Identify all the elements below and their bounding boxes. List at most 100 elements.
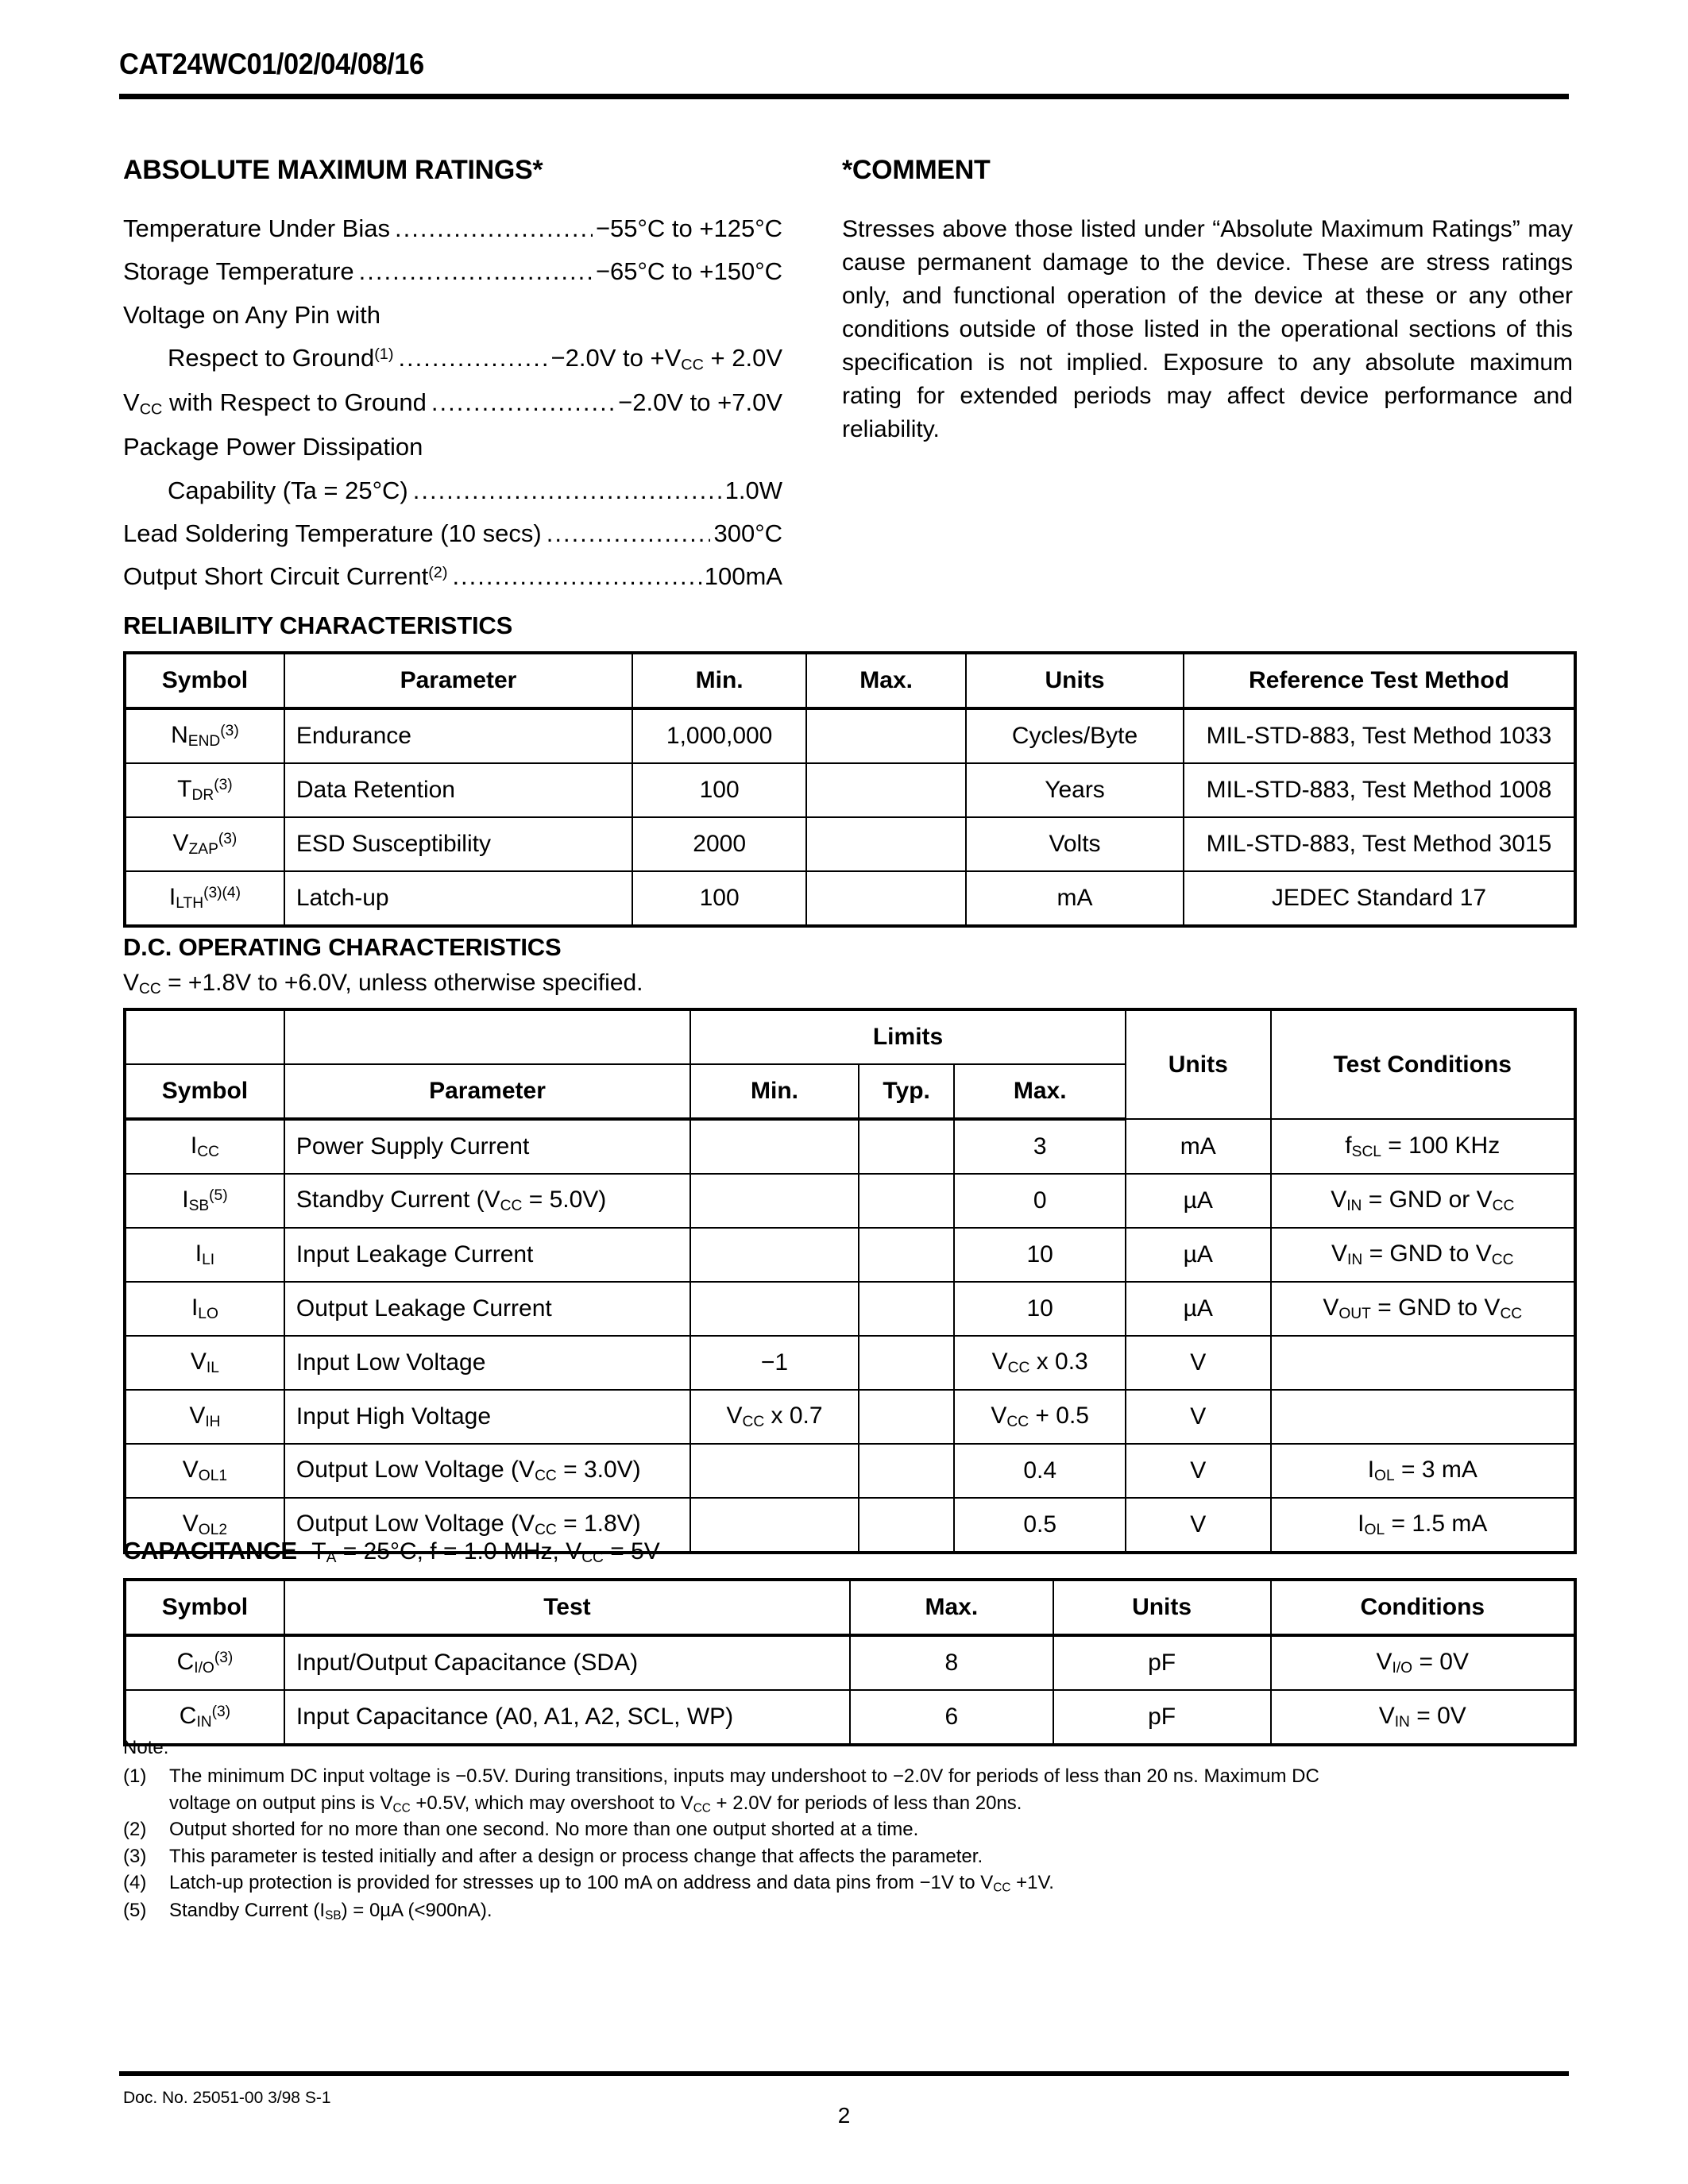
table-row: VZAP(3) ESD Susceptibility 2000 Volts MIL-ST… bbox=[124, 816, 1577, 872]
cell-max: 3 bbox=[953, 1118, 1126, 1175]
reliability-heading: RELIABILITY CHARACTERISTICS bbox=[123, 612, 513, 639]
rating-value: 1.0W bbox=[724, 476, 782, 504]
column-header-min: Min. bbox=[689, 1063, 859, 1121]
cell-max bbox=[805, 708, 968, 764]
cell-symbol: ILI bbox=[124, 1227, 285, 1283]
rating-row: Output Short Circuit Current(2).........… bbox=[123, 561, 782, 592]
cell-symbol: ICC bbox=[124, 1118, 285, 1175]
cell-conditions: VI/O = 0V bbox=[1269, 1634, 1577, 1692]
cell-symbol: CI/O(3) bbox=[124, 1634, 285, 1692]
cell-units: V bbox=[1124, 1497, 1272, 1554]
note-text-continued: voltage on output pins is VCC +0.5V, whi… bbox=[169, 1792, 1022, 1815]
note-text: Standby Current (ISB) = 0µA (<900nA). bbox=[169, 1900, 492, 1923]
rating-value: 100mA bbox=[704, 562, 782, 591]
note-text: This parameter is tested initially and a… bbox=[169, 1845, 983, 1867]
header-rule bbox=[119, 94, 1569, 99]
rating-value: −55°C to +125°C bbox=[595, 214, 782, 242]
cell-typ bbox=[857, 1281, 956, 1337]
cell-min bbox=[689, 1118, 859, 1175]
cell-typ bbox=[857, 1389, 956, 1445]
capacitance-conditions: TA = 25°C, f = 1.0 MHz, VCC = 5V bbox=[311, 1538, 660, 1567]
table-row: CIN(3) Input Capacitance (A0, A1, A2, SCL… bbox=[124, 1689, 1577, 1746]
page-header-part-numbers: CAT24WC01/02/04/08/16 bbox=[119, 48, 424, 80]
table-row: CI/O(3) Input/Output Capacitance (SDA) 8 pF… bbox=[124, 1634, 1577, 1692]
table-row: VOL1 Output Low Voltage (VCC = 3.0V) 0.4 V I… bbox=[124, 1443, 1577, 1499]
rating-dot-leader: ........................................… bbox=[546, 519, 711, 547]
rating-dot-leader: ........................................… bbox=[358, 257, 593, 286]
rating-label: Lead Soldering Temperature (10 secs) bbox=[123, 519, 542, 547]
column-header: Symbol bbox=[124, 652, 285, 710]
cell-parameter: Endurance bbox=[283, 708, 634, 764]
capacitance-table: Symbol Test Max. Units Conditions CI/O(3) Inpu… bbox=[123, 1578, 1577, 1747]
note-item: (4) Latch-up protection is provided for s… bbox=[123, 1870, 1577, 1897]
column-header: Max. bbox=[805, 652, 968, 710]
cell-min: 1,000,000 bbox=[632, 708, 808, 764]
rating-dot-leader: ........................................… bbox=[395, 214, 593, 242]
table-row: ISB(5) Standby Current (VCC = 5.0V) 0 µA VIN… bbox=[124, 1173, 1577, 1229]
rating-row: Respect to Ground(1)....................… bbox=[123, 342, 782, 376]
column-header-test-conditions: Test Conditions bbox=[1269, 1009, 1577, 1121]
rating-dot-leader: ........................................… bbox=[452, 562, 701, 591]
absolute-maximum-ratings-section: ABSOLUTE MAXIMUM RATINGS* Temperature Un… bbox=[123, 155, 782, 604]
cell-max: VCC x 0.3 bbox=[953, 1335, 1126, 1391]
cell-max: 10 bbox=[953, 1281, 1126, 1337]
cell-test-conditions: IOL = 3 mA bbox=[1269, 1443, 1577, 1499]
rating-label: Output Short Circuit Current(2) bbox=[123, 562, 448, 591]
cell-symbol: VIH bbox=[124, 1389, 285, 1445]
comment-heading: *COMMENT bbox=[842, 155, 991, 185]
rating-dot-leader: ........................................… bbox=[431, 388, 616, 417]
cell-typ bbox=[857, 1443, 956, 1499]
notes-list: (1) The minimum DC input voltage is −0.5V… bbox=[123, 1764, 1577, 1924]
column-header-spacer-parameter bbox=[283, 1009, 692, 1065]
cell-units: mA bbox=[965, 870, 1184, 927]
table-row: VOL2 Output Low Voltage (VCC = 1.8V) 0.5 V I… bbox=[124, 1497, 1577, 1554]
table-row: VIL Input Low Voltage −1 VCC x 0.3 V bbox=[124, 1335, 1577, 1391]
capacitance-heading-row: CAPACITANCE TA = 25°C, f = 1.0 MHz, VCC … bbox=[123, 1537, 1577, 1567]
cell-typ bbox=[857, 1497, 956, 1554]
cell-symbol: CIN(3) bbox=[124, 1689, 285, 1746]
column-header: Parameter bbox=[283, 652, 634, 710]
note-item: (5) Standby Current (ISB) = 0µA (<900nA). bbox=[123, 1898, 1577, 1924]
cell-max: 0.4 bbox=[953, 1443, 1126, 1499]
note-number: (5) bbox=[123, 1900, 147, 1922]
rating-label: Capability (Ta = 25°C) bbox=[168, 476, 408, 504]
cell-test: Input Capacitance (A0, A1, A2, SCL, WP) bbox=[283, 1689, 852, 1746]
cell-symbol: ISB(5) bbox=[124, 1173, 285, 1229]
absolute-maximum-ratings-heading: ABSOLUTE MAXIMUM RATINGS* bbox=[123, 155, 543, 185]
note-number: (2) bbox=[123, 1818, 147, 1840]
cell-min: VCC x 0.7 bbox=[689, 1389, 859, 1445]
note-number: (1) bbox=[123, 1765, 147, 1787]
capacitance-heading: CAPACITANCE bbox=[123, 1537, 297, 1565]
note-number: (3) bbox=[123, 1845, 147, 1867]
rating-row: VCC with Respect to Ground..............… bbox=[123, 387, 782, 420]
cell-test-conditions: IOL = 1.5 mA bbox=[1269, 1497, 1577, 1554]
table-header-row-top: Limits Units Test Conditions bbox=[125, 1009, 1577, 1121]
cell-parameter: Output Low Voltage (VCC = 1.8V) bbox=[283, 1497, 692, 1554]
cell-test-conditions: VIN = GND to VCC bbox=[1269, 1227, 1577, 1283]
column-header-limits: Limits bbox=[689, 1009, 1126, 1066]
cell-units: Volts bbox=[965, 816, 1184, 872]
rating-label: Storage Temperature bbox=[123, 257, 354, 286]
footer-rule bbox=[119, 2071, 1569, 2076]
note-item: (2) Output shorted for no more than one s… bbox=[123, 1817, 1577, 1843]
table-header-row-bottom: Symbol Parameter Min. Typ. Max. bbox=[124, 1063, 1575, 1121]
cell-units: V bbox=[1124, 1335, 1272, 1391]
cell-units: Years bbox=[965, 762, 1184, 818]
table-header-row: Symbol Parameter Min. Max. Units Reference Te… bbox=[124, 652, 1577, 710]
cell-typ bbox=[857, 1335, 956, 1391]
cell-parameter: Input High Voltage bbox=[283, 1389, 692, 1445]
cell-min: 100 bbox=[632, 762, 808, 818]
cell-parameter: Power Supply Current bbox=[283, 1118, 692, 1175]
cell-units: µA bbox=[1124, 1281, 1272, 1337]
cell-parameter: Data Retention bbox=[283, 762, 634, 818]
footer-page-number: 2 bbox=[837, 2103, 851, 2128]
cell-typ bbox=[857, 1227, 956, 1283]
dc-operating-characteristics-section: D.C. OPERATING CHARACTERISTICS VCC = +1.… bbox=[123, 933, 1577, 1555]
rating-value: −2.0V to +VCC + 2.0V bbox=[550, 343, 782, 374]
rating-label: Voltage on Any Pin with bbox=[123, 300, 381, 329]
column-header: Units bbox=[1052, 1579, 1272, 1638]
rating-value: −2.0V to +7.0V bbox=[618, 388, 782, 417]
column-header-units: Units bbox=[1124, 1009, 1272, 1121]
cell-parameter: Input Leakage Current bbox=[283, 1227, 692, 1283]
rating-value: 300°C bbox=[713, 519, 782, 547]
